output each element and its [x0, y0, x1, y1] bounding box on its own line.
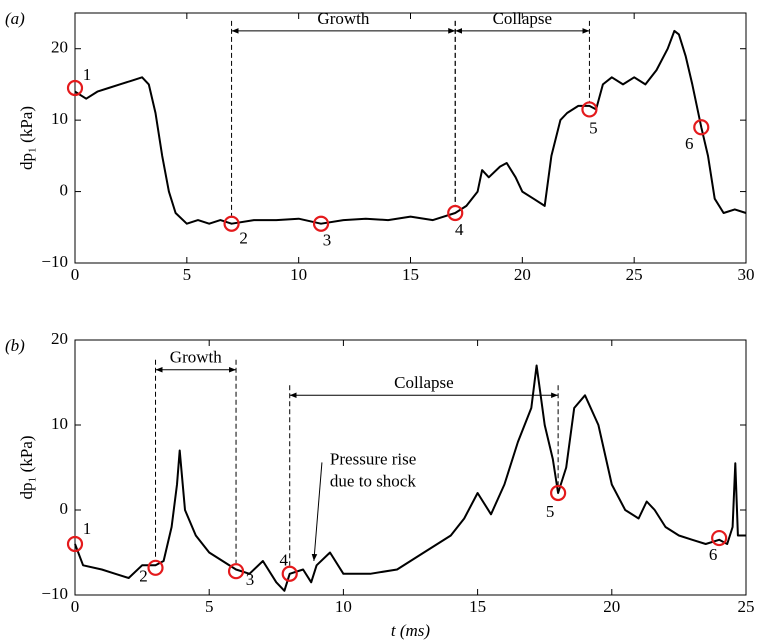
x-tick-label: 15	[402, 265, 419, 284]
x-tick-label: 5	[205, 597, 214, 616]
x-tick-label: 20	[514, 265, 531, 284]
y-axis-label: dp₁ (kPa)	[17, 436, 36, 500]
point-marker	[223, 215, 240, 232]
x-tick-label: 15	[469, 597, 486, 616]
point-marker	[550, 484, 567, 502]
point-marker	[66, 535, 84, 553]
point-label: 3	[323, 231, 332, 250]
point-marker	[693, 119, 710, 136]
y-tick-label: 10	[51, 109, 68, 128]
point-label: 6	[709, 545, 718, 564]
x-tick-label: 5	[183, 265, 192, 284]
axes-frame	[74, 12, 747, 264]
signal-line	[74, 29, 747, 225]
annotation-text: due to shock	[330, 471, 416, 490]
y-axis-label: dp₁ (kPa)	[17, 106, 36, 170]
point-marker	[711, 529, 728, 547]
point-label: 2	[239, 229, 248, 248]
x-tick-label: 10	[290, 265, 307, 284]
x-axis-label: t (ms)	[391, 621, 431, 640]
annotation-arrow	[311, 462, 323, 562]
x-tick-label: 0	[71, 265, 80, 284]
y-tick-label: −10	[41, 252, 68, 271]
point-label: 4	[279, 551, 288, 570]
span-label: Growth	[170, 348, 222, 367]
point-label: 5	[546, 502, 555, 521]
point-label: 3	[246, 570, 255, 589]
point-marker	[147, 559, 164, 576]
point-marker	[281, 565, 298, 582]
point-label: 1	[83, 65, 92, 84]
point-label: 5	[589, 118, 598, 137]
point-label: 2	[139, 567, 148, 586]
point-marker	[227, 563, 245, 580]
x-tick-label: 20	[603, 597, 620, 616]
annotation-text: Pressure rise	[330, 449, 416, 468]
x-tick-label: 25	[738, 597, 755, 616]
axes-frame	[74, 339, 747, 596]
point-marker	[447, 204, 464, 222]
panel-label: (b)	[5, 336, 25, 355]
y-tick-label: 10	[51, 414, 68, 433]
point-label: 6	[685, 134, 694, 153]
point-marker	[581, 101, 598, 118]
x-tick-label: 10	[335, 597, 352, 616]
span-label: Collapse	[493, 9, 553, 28]
x-tick-label: 0	[71, 597, 80, 616]
x-tick-label: 30	[738, 265, 755, 284]
point-label: 1	[83, 519, 92, 538]
span-label: Growth	[317, 9, 369, 28]
y-tick-label: 0	[60, 180, 69, 199]
panel-label: (a)	[5, 9, 25, 28]
y-tick-label: 0	[60, 499, 69, 518]
point-label: 4	[455, 220, 464, 239]
y-tick-label: −10	[41, 584, 68, 603]
x-tick-label: 25	[626, 265, 643, 284]
y-tick-label: 20	[51, 38, 68, 57]
point-marker	[312, 215, 330, 232]
point-marker	[66, 79, 84, 97]
y-tick-label: 20	[51, 329, 68, 348]
signal-line	[74, 364, 746, 592]
span-label: Collapse	[394, 373, 454, 392]
